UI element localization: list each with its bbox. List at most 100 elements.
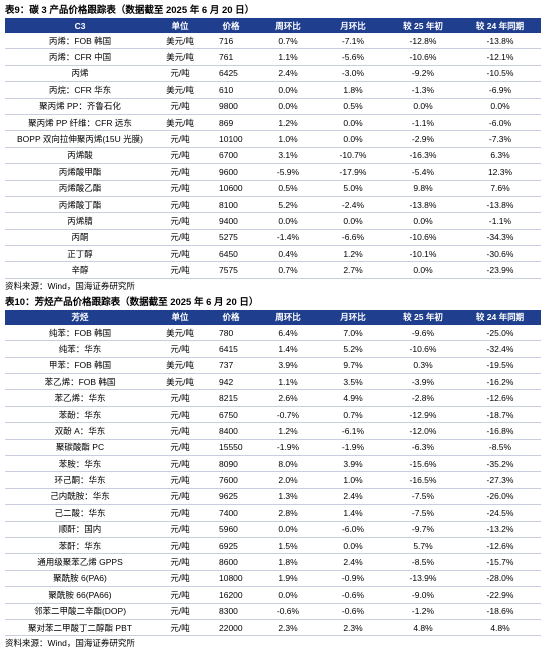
cell: 5.2% (319, 340, 387, 358)
cell: -6.0% (319, 521, 387, 538)
header-cell: 单位 (155, 18, 205, 33)
cell: -13.2% (459, 521, 541, 538)
cell: -23.9% (459, 261, 541, 279)
cell: 元/吨 (155, 340, 205, 358)
cell: -1.2% (387, 603, 459, 620)
cell: 丙烯腈 (5, 212, 155, 230)
cell: 22000 (205, 619, 257, 637)
cell: 5.0% (319, 180, 387, 197)
cell: 869 (205, 114, 257, 132)
cell: 2.3% (257, 619, 319, 637)
cell: 0.4% (257, 245, 319, 263)
cell: 0.0% (459, 98, 541, 115)
cell: -18.7% (459, 406, 541, 424)
table-row: 己二酸：华东 元/吨 7400 2.8% 1.4% -7.5% -24.5% (5, 504, 541, 522)
cell: 610 (205, 81, 257, 99)
table-row: 聚丙烯 PP 纤维：CFR 远东 美元/吨 869 1.2% 0.0% -1.1% -6.0… (5, 114, 541, 132)
cell: 1.2% (257, 114, 319, 132)
cell: -5.6% (319, 48, 387, 66)
cell: 6750 (205, 406, 257, 424)
cell: 元/吨 (155, 504, 205, 522)
header-row: 芳烃 单位 价格 周环比 月环比较 25 年初较 24 年同期 (5, 309, 541, 325)
cell: 丙烷：CFR 华东 (5, 81, 155, 99)
source-note: 资料来源：Wind，国海证券研究所 (5, 638, 135, 649)
header-row: C3 单位 价格 周环比 月环比较 25 年初较 24 年同期 (5, 18, 541, 33)
cell: 7.0% (319, 324, 387, 342)
header-cell: 价格 (205, 309, 257, 325)
cell: 6450 (205, 245, 257, 263)
table-row: 丙烯：CFR 中国 美元/吨 761 1.1% -5.6% -10.6% -12.1% (5, 48, 541, 66)
cell: -0.6% (319, 586, 387, 604)
cell: 正丁醇 (5, 245, 155, 263)
cell: -0.6% (257, 603, 319, 620)
cell: 元/吨 (155, 98, 205, 115)
cell: 丙烯：FOB 韩国 (5, 33, 155, 50)
cell: 元/吨 (155, 619, 205, 637)
cell: 0.0% (257, 586, 319, 604)
cell: 0.0% (319, 212, 387, 230)
cell: -9.7% (387, 521, 459, 538)
cell: 丙烯 (5, 65, 155, 83)
cell: 8090 (205, 455, 257, 473)
cell: 5.7% (387, 537, 459, 555)
cell: -13.8% (387, 196, 459, 214)
cell: 0.0% (319, 114, 387, 132)
table-row: 苯酐：华东 元/吨 6925 1.5% 0.0% 5.7% -12.6% (5, 537, 541, 555)
table-row: 聚碳酸酯 PC 元/吨 15550 -1.9% -1.9% -6.3% -8.5% (5, 439, 541, 456)
cell: 辛醇 (5, 261, 155, 279)
cell: 1.3% (257, 488, 319, 506)
cell: 聚酰胺 66(PA66) (5, 586, 155, 604)
table-row: 纯苯：华东 元/吨 6415 1.4% 5.2% -10.6% -32.4% (5, 340, 541, 358)
cell: -7.3% (459, 130, 541, 148)
table-row: 丙酮 元/吨 5275 -1.4% -6.6% -10.6% -34.3% (5, 229, 541, 247)
table-title: 表9：碳 3 产品价格跟踪表（数据截至 2025 年 6 月 20 日） (5, 5, 255, 16)
cell: -1.1% (387, 114, 459, 132)
table-title: 表10：芳烃产品价格跟踪表（数据截至 2025 年 6 月 20 日） (5, 296, 259, 308)
cell: -7.5% (387, 504, 459, 522)
source-note: 资料来源：Wind，国海证券研究所 (5, 280, 135, 291)
cell: -3.9% (387, 373, 459, 391)
cell: 环己酮：华东 (5, 471, 155, 489)
table-row: 双酚 A：华东 元/吨 8400 1.2% -6.1% -12.0% -16.8% (5, 422, 541, 440)
cell: 元/吨 (155, 570, 205, 588)
cell: 聚丙烯 PP 纤维：CFR 远东 (5, 114, 155, 132)
cell: 苯酐：华东 (5, 537, 155, 555)
cell: -28.0% (459, 570, 541, 588)
cell: 元/吨 (155, 537, 205, 555)
cell: -9.2% (387, 65, 459, 83)
header-cell: 较 25 年初 (387, 309, 459, 325)
cell: 4.8% (459, 619, 541, 637)
cell: -16.2% (459, 373, 541, 391)
cell: -1.4% (257, 229, 319, 247)
cell: -0.9% (319, 570, 387, 588)
cell: 甲苯：FOB 韩国 (5, 357, 155, 375)
cell: -22.9% (459, 586, 541, 604)
cell: -30.6% (459, 245, 541, 263)
cell: 0.0% (387, 261, 459, 279)
cell: 2.4% (257, 65, 319, 83)
cell: 15550 (205, 439, 257, 456)
cell: 10800 (205, 570, 257, 588)
table-row: 正丁醇 元/吨 6450 0.4% 1.2% -10.1% -30.6% (5, 245, 541, 263)
cell: 丙烯酸甲酯 (5, 163, 155, 181)
cell: 纯苯：FOB 韩国 (5, 324, 155, 342)
cell: -8.5% (387, 553, 459, 571)
cell: 0.0% (319, 537, 387, 555)
cell: 8215 (205, 389, 257, 407)
cell: 美元/吨 (155, 81, 205, 99)
cell: -6.6% (319, 229, 387, 247)
cell: 邻苯二甲酸二辛酯(DOP) (5, 603, 155, 620)
cell: 2.4% (319, 553, 387, 571)
cell: -16.3% (387, 147, 459, 165)
cell: 苯酚：华东 (5, 406, 155, 424)
cell: -25.0% (459, 324, 541, 342)
cell: 3.1% (257, 147, 319, 165)
cell: -1.3% (387, 81, 459, 99)
cell: 苯胺：华东 (5, 455, 155, 473)
cell: 1.4% (319, 504, 387, 522)
table-row: 己内酰胺：华东 元/吨 9625 1.3% 2.4% -7.5% -26.0% (5, 488, 541, 506)
cell: 苯乙烯：华东 (5, 389, 155, 407)
cell: 美元/吨 (155, 48, 205, 66)
cell: -34.3% (459, 229, 541, 247)
cell: -17.9% (319, 163, 387, 181)
